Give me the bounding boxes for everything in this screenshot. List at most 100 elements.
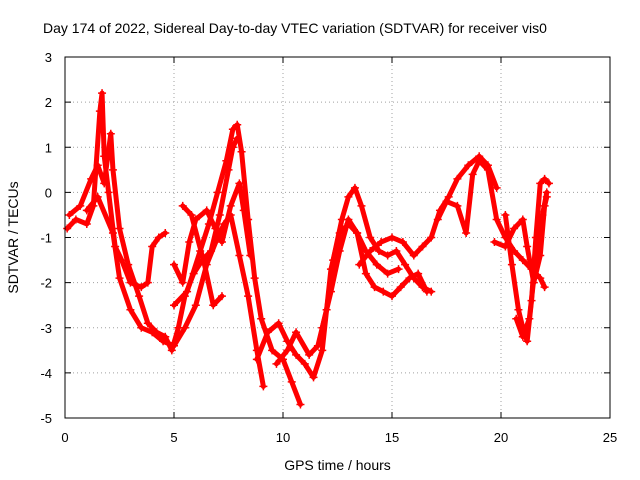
data-point-marker (300, 359, 309, 368)
data-point-marker (518, 256, 527, 265)
series-sat-j (355, 152, 501, 269)
data-point-marker (161, 332, 170, 341)
data-point-marker (536, 179, 545, 188)
y-tick-label: -3 (40, 321, 52, 336)
series-sat-e (178, 201, 226, 310)
data-point-marker (361, 269, 370, 278)
data-point-marker (531, 256, 540, 265)
data-point-marker (379, 287, 388, 296)
data-point-marker (217, 292, 226, 301)
data-point-marker (213, 188, 222, 197)
x-tick-label: 10 (276, 430, 290, 445)
data-point-marker (377, 238, 386, 247)
data-point-marker (161, 228, 170, 237)
data-point-marker (409, 251, 418, 260)
data-point-marker (148, 328, 157, 337)
data-point-marker (148, 242, 157, 251)
data-point-marker (204, 219, 213, 228)
series-sat-i (318, 215, 431, 332)
y-tick-label: 0 (45, 185, 52, 200)
x-tick-label: 0 (61, 430, 68, 445)
y-tick-label: -2 (40, 276, 52, 291)
data-point-marker (444, 192, 453, 201)
data-point-marker (287, 377, 296, 386)
data-point-marker (536, 274, 545, 283)
data-point-marker (108, 228, 117, 237)
data-point-marker (344, 215, 353, 224)
data-point-marker (383, 251, 392, 260)
data-series-group (63, 89, 553, 409)
data-point-marker (187, 210, 196, 219)
data-point-marker (366, 247, 375, 256)
data-point-marker (453, 174, 462, 183)
data-point-marker (475, 156, 484, 165)
x-tick-label: 25 (603, 430, 617, 445)
data-point-marker (366, 233, 375, 242)
data-point-marker (355, 260, 364, 269)
series-line (171, 122, 303, 407)
data-point-marker (383, 269, 392, 278)
data-point-marker (357, 201, 366, 210)
y-tick-label: 1 (45, 140, 52, 155)
data-point-marker (374, 247, 383, 256)
data-point-marker (542, 188, 551, 197)
data-point-marker (523, 337, 532, 346)
data-point-marker (468, 170, 477, 179)
data-point-marker (183, 287, 192, 296)
series-sat-h (272, 183, 436, 368)
x-axis-label: GPS time / hours (284, 457, 391, 473)
data-point-marker (167, 346, 176, 355)
data-point-marker (82, 219, 91, 228)
data-point-marker (235, 251, 244, 260)
data-point-marker (372, 260, 381, 269)
data-point-marker (318, 323, 327, 332)
data-point-marker (518, 215, 527, 224)
data-point-marker (76, 201, 85, 210)
y-tick-label: 2 (45, 95, 52, 110)
series-line (273, 185, 434, 367)
data-point-marker (283, 346, 292, 355)
data-point-marker (392, 247, 401, 256)
data-point-marker (483, 165, 492, 174)
data-point-marker (309, 373, 318, 382)
data-point-marker (501, 210, 510, 219)
data-point-marker (394, 265, 403, 274)
data-point-marker (396, 283, 405, 292)
data-point-marker (492, 215, 501, 224)
chart-title: Day 174 of 2022, Sidereal Day-to-day VTE… (43, 20, 547, 36)
data-point-marker (344, 192, 353, 201)
data-point-marker (272, 359, 281, 368)
data-point-marker (257, 314, 266, 323)
data-point-marker (202, 206, 211, 215)
data-point-marker (178, 201, 187, 210)
y-tick-label: -4 (40, 366, 52, 381)
data-point-marker (104, 188, 113, 197)
data-point-marker (453, 201, 462, 210)
data-point-marker (196, 247, 205, 256)
data-point-marker (233, 120, 242, 129)
data-point-marker (370, 283, 379, 292)
data-point-marker (170, 260, 178, 269)
data-point-marker (98, 89, 107, 98)
axis-ticks: 0 5 10 15 20 25 -5 -4 -3 -2 -1 0 1 2 3 (40, 50, 617, 445)
data-point-marker (318, 346, 327, 355)
data-point-marker (137, 323, 146, 332)
data-point-marker (217, 238, 226, 247)
data-point-marker (263, 328, 272, 337)
data-point-marker (209, 301, 218, 310)
data-point-marker (244, 215, 253, 224)
data-point-marker (82, 206, 91, 215)
y-tick-label: 3 (45, 50, 52, 65)
data-point-marker (87, 174, 96, 183)
data-point-marker (507, 260, 516, 269)
data-point-marker (191, 301, 200, 310)
data-point-marker (433, 215, 442, 224)
data-point-marker (401, 260, 410, 269)
data-point-marker (252, 355, 261, 364)
data-point-marker (512, 314, 521, 323)
data-point-marker (106, 129, 115, 138)
data-point-marker (544, 179, 553, 188)
data-point-marker (71, 215, 80, 224)
data-point-marker (523, 242, 532, 251)
data-point-marker (335, 247, 344, 256)
